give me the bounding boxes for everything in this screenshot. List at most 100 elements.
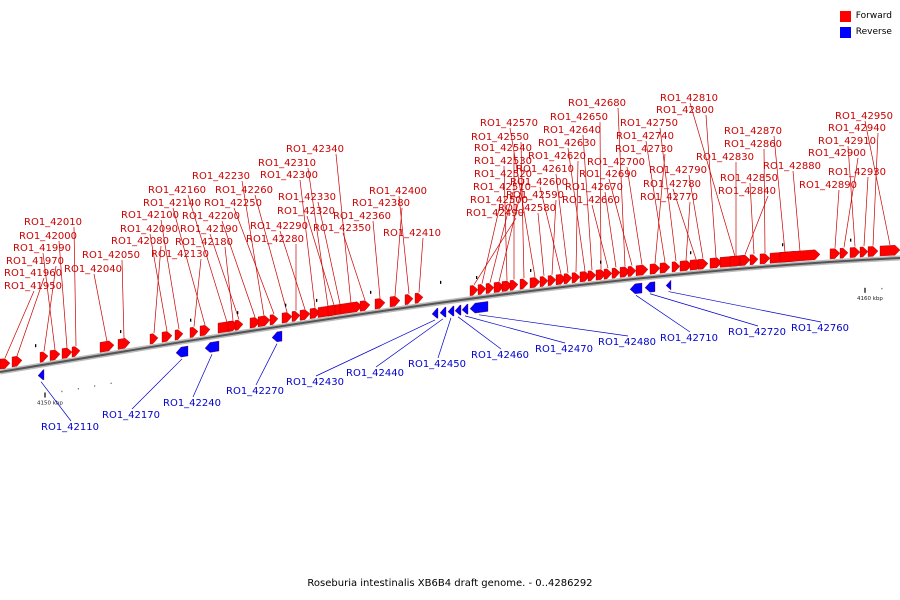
forward-gene <box>501 280 513 292</box>
forward-gene-label: RO1_42180 <box>175 237 233 248</box>
forward-gene <box>469 285 479 296</box>
legend-reverse-label: Reverse <box>855 27 892 37</box>
forward-gene-shape <box>374 298 386 310</box>
forward-gene-label: RO1_41960 <box>4 268 62 279</box>
reverse-gene-shape <box>644 281 656 293</box>
tick-label: 4150 kbp <box>37 401 63 407</box>
forward-leader-line <box>335 153 352 304</box>
forward-gene-label: RO1_42570 <box>480 118 538 129</box>
forward-leader-line <box>172 207 206 326</box>
minor-tick <box>110 382 112 385</box>
reverse-gene-shape <box>629 282 643 294</box>
forward-gene-shape <box>627 266 637 277</box>
forward-gene-shape <box>309 307 321 319</box>
forward-gene <box>299 309 311 321</box>
reverse-gene <box>644 281 656 293</box>
forward-gene-shape <box>11 356 23 368</box>
forward-gene-label: RO1_42910 <box>818 136 876 147</box>
forward-gene <box>579 271 591 283</box>
forward-gene <box>547 275 557 286</box>
forward-leader-line <box>608 178 633 266</box>
reverse-gene <box>271 330 283 343</box>
reverse-gene-label: RO1_42440 <box>346 368 404 379</box>
reverse-gene <box>431 307 439 319</box>
forward-gene <box>359 300 371 312</box>
forward-gene-label: RO1_42200 <box>182 211 240 222</box>
forward-gene-shape <box>71 346 81 358</box>
reverse-gene-label: RO1_42480 <box>598 337 656 348</box>
forward-gene-label: RO1_42500 <box>470 195 528 206</box>
reverse-leader-line <box>255 343 278 386</box>
forward-gene-label: RO1_42640 <box>543 125 601 136</box>
forward-leader-line <box>539 186 562 274</box>
forward-gene-label: RO1_42400 <box>369 186 427 197</box>
forward-gene <box>635 264 649 276</box>
forward-gene <box>309 307 321 319</box>
forward-leader-line <box>773 135 786 253</box>
forward-gene-shape <box>501 280 513 292</box>
forward-gene-shape <box>555 274 567 285</box>
forward-gene-label: RO1_41990 <box>13 243 71 254</box>
forward-leader-line <box>688 174 704 259</box>
forward-leader-line <box>575 160 579 272</box>
forward-gene-shape <box>563 273 573 285</box>
forward-gene-shape <box>477 284 487 295</box>
forward-leader-line <box>473 217 517 285</box>
reverse-gene-label: RO1_42240 <box>163 398 221 409</box>
forward-leader-line <box>209 233 240 320</box>
forward-gene-label: RO1_42100 <box>121 210 179 221</box>
reverse-gene-label: RO1_42110 <box>41 422 99 433</box>
forward-gene-shape <box>339 301 363 315</box>
forward-gene <box>509 280 519 291</box>
reverse-leader-line <box>40 381 72 422</box>
forward-gene-shape <box>117 338 131 350</box>
forward-gene-label: RO1_42530 <box>474 156 532 167</box>
forward-leader-line <box>307 167 329 307</box>
reverse-leader-line <box>131 358 183 410</box>
forward-gene-label: RO1_42780 <box>643 179 701 190</box>
reverse-gene <box>629 282 643 294</box>
forward-gene-label: RO1_42320 <box>277 206 335 217</box>
forward-leader-line <box>489 191 514 283</box>
forward-gene <box>739 255 751 266</box>
feature-mark <box>190 318 192 322</box>
forward-leader-line <box>153 245 162 334</box>
forward-gene <box>339 301 363 315</box>
forward-gene-shape <box>249 317 261 329</box>
forward-gene-label: RO1_42050 <box>82 250 140 261</box>
forward-gene-label: RO1_42860 <box>724 139 782 150</box>
reverse-gene <box>439 306 447 318</box>
forward-leader-line <box>555 173 569 273</box>
reverse-gene-shape <box>204 340 220 353</box>
forward-gene-label: RO1_42350 <box>313 223 371 234</box>
forward-gene-shape <box>389 296 401 308</box>
forward-gene <box>61 347 73 359</box>
reverse-gene-shape <box>431 307 439 319</box>
forward-leader-line <box>503 165 508 281</box>
feature-mark <box>600 260 602 264</box>
forward-leader-line <box>4 290 35 359</box>
forward-gene-shape <box>174 329 184 341</box>
forward-gene <box>11 356 23 368</box>
legend: Forward Reverse <box>839 8 892 40</box>
forward-gene-label: RO1_42380 <box>352 198 410 209</box>
forward-gene <box>529 277 541 289</box>
forward-leader-line <box>73 226 77 347</box>
forward-gene-label: RO1_42660 <box>562 195 620 206</box>
forward-gene <box>71 346 81 358</box>
forward-leader-line <box>299 179 316 308</box>
forward-leader-line <box>685 201 691 261</box>
forward-gene-shape <box>879 245 900 257</box>
forward-leader-line <box>241 180 265 316</box>
forward-gene-label: RO1_42300 <box>260 170 318 181</box>
forward-gene-shape <box>299 309 311 321</box>
forward-gene-label: RO1_42510 <box>473 182 531 193</box>
forward-gene-shape <box>291 310 301 322</box>
reverse-leader-line <box>192 354 213 398</box>
forward-leader-line <box>705 114 717 258</box>
forward-gene-shape <box>519 278 529 290</box>
forward-gene <box>859 246 869 258</box>
forward-gene-shape <box>679 260 693 272</box>
forward-leader-line <box>520 141 525 279</box>
forward-gene <box>149 333 159 345</box>
